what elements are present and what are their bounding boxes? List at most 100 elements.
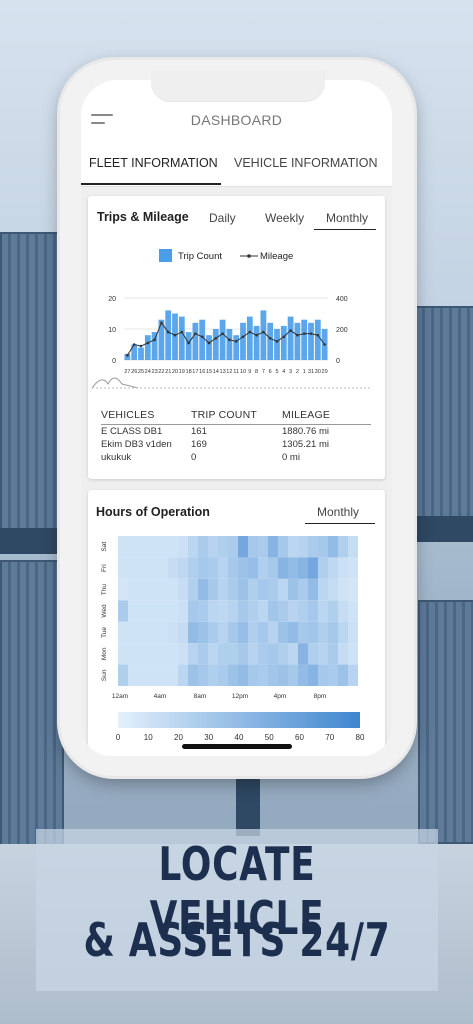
heatmap-cell bbox=[118, 664, 128, 686]
heatmap-cell bbox=[238, 557, 248, 579]
heatmap-cell bbox=[188, 536, 198, 558]
heatmap-cell bbox=[238, 600, 248, 622]
mileage-point bbox=[200, 335, 204, 339]
table-cell-mileage: 1880.76 mi bbox=[282, 426, 330, 437]
heatmap-cell bbox=[268, 557, 278, 579]
heatmap-cell bbox=[208, 578, 218, 601]
heatmap-cell bbox=[218, 643, 228, 665]
x-tick-label: 7 bbox=[262, 369, 265, 375]
mileage-point bbox=[126, 354, 129, 357]
heatmap-cell bbox=[148, 578, 158, 601]
tab-vehicle-information[interactable]: VEHICLE INFORMATION bbox=[234, 156, 378, 170]
trips-mileage-title: Trips & Mileage bbox=[97, 210, 189, 224]
mileage-point bbox=[214, 337, 218, 340]
x-tick-label: 12 bbox=[226, 369, 232, 375]
heatmap-cell bbox=[118, 600, 128, 622]
table-divider bbox=[101, 424, 371, 425]
crane-beam bbox=[0, 528, 60, 554]
heatmap-cell bbox=[338, 643, 348, 665]
trip-count-bar bbox=[172, 313, 178, 360]
mileage-point bbox=[180, 330, 184, 334]
period-daily[interactable]: Daily bbox=[209, 211, 236, 225]
trip-count-bar bbox=[267, 322, 274, 360]
heatmap-cell bbox=[148, 600, 158, 622]
active-tab-indicator bbox=[81, 183, 221, 185]
heatmap-cell bbox=[288, 578, 298, 601]
trip-count-bar bbox=[158, 319, 165, 360]
heatmap-cell bbox=[128, 557, 138, 579]
heatmap-cell bbox=[258, 600, 268, 622]
app-screen: DASHBOARD FLEET INFORMATION VEHICLE INFO… bbox=[81, 80, 392, 756]
x-tick-label: 1 bbox=[303, 369, 306, 375]
x-tick-label: 15 bbox=[206, 369, 212, 375]
heatmap-cell bbox=[338, 621, 348, 644]
heatmap-cell bbox=[338, 536, 348, 558]
x-tick-label: 11 bbox=[233, 369, 239, 375]
heatmap-cell bbox=[308, 578, 318, 601]
x-tick-label: 12am bbox=[112, 693, 128, 700]
heatmap-cell bbox=[158, 621, 168, 644]
mileage-point bbox=[160, 321, 163, 325]
heatmap-cell bbox=[138, 664, 148, 686]
heatmap-cell bbox=[188, 600, 198, 622]
tab-fleet-information[interactable]: FLEET INFORMATION bbox=[89, 156, 218, 170]
mileage-point bbox=[275, 340, 279, 343]
heatmap-cell bbox=[268, 643, 278, 665]
color-scale-bar bbox=[118, 712, 360, 728]
y-left-tick-label: 20 bbox=[108, 296, 116, 303]
heatmap-cell bbox=[198, 578, 208, 601]
heatmap-cell bbox=[228, 643, 238, 665]
heatmap-cell bbox=[208, 664, 218, 686]
heatmap-cell bbox=[328, 664, 338, 686]
heatmap-cell bbox=[258, 664, 268, 686]
trip-count-bar bbox=[138, 347, 144, 360]
mileage-point bbox=[228, 338, 231, 342]
heatmap-cell bbox=[248, 664, 258, 686]
trip-count-bar bbox=[185, 332, 192, 360]
heatmap-cell bbox=[338, 578, 348, 601]
trip-count-bar bbox=[206, 335, 212, 360]
trip-count-bar bbox=[301, 319, 308, 360]
heatmap-cell bbox=[168, 557, 178, 579]
heatmap-cell bbox=[148, 536, 158, 558]
heatmap-cell bbox=[258, 643, 268, 665]
heatmap-cell bbox=[278, 578, 288, 601]
heatmap-cell bbox=[278, 536, 288, 558]
x-tick-label: 30 bbox=[315, 369, 321, 375]
period-monthly[interactable]: Monthly bbox=[317, 505, 360, 519]
heatmap-cell bbox=[348, 621, 358, 644]
x-tick-label: 5 bbox=[275, 369, 278, 375]
heatmap-cell bbox=[308, 600, 318, 622]
heatmap-cell bbox=[188, 664, 198, 686]
y-tick-label: Thu bbox=[101, 584, 108, 596]
trip-count-bar bbox=[294, 322, 301, 360]
heatmap-cell bbox=[118, 621, 128, 644]
heatmap-cell bbox=[288, 621, 298, 644]
heatmap-cell bbox=[218, 557, 228, 579]
y-tick-label: Wed bbox=[101, 604, 108, 618]
mileage-point bbox=[166, 330, 170, 334]
color-scale-tick: 60 bbox=[295, 733, 304, 742]
heatmap-cell bbox=[118, 557, 128, 579]
heatmap-cell bbox=[278, 621, 288, 644]
x-tick-label: 10 bbox=[240, 369, 246, 375]
heatmap-cell bbox=[308, 536, 318, 558]
x-tick-label: 14 bbox=[213, 369, 219, 375]
heatmap-cell bbox=[198, 643, 208, 665]
period-monthly[interactable]: Monthly bbox=[326, 211, 369, 225]
hamburger-menu-icon[interactable] bbox=[91, 114, 113, 126]
heatmap-cell bbox=[288, 600, 298, 622]
table-cell-trip-count: 169 bbox=[191, 439, 207, 450]
table-header-vehicles: VEHICLES bbox=[101, 409, 155, 421]
heatmap-cell bbox=[158, 536, 168, 558]
heatmap-cell bbox=[208, 643, 218, 665]
heatmap-cell bbox=[328, 621, 338, 644]
heatmap-cell bbox=[128, 536, 138, 558]
top-bar: DASHBOARD bbox=[81, 80, 392, 136]
heatmap-cell bbox=[168, 621, 178, 644]
heatmap-cell bbox=[128, 621, 138, 644]
period-weekly[interactable]: Weekly bbox=[265, 211, 305, 225]
heatmap-cell bbox=[148, 664, 158, 686]
heatmap-cell bbox=[318, 557, 328, 579]
